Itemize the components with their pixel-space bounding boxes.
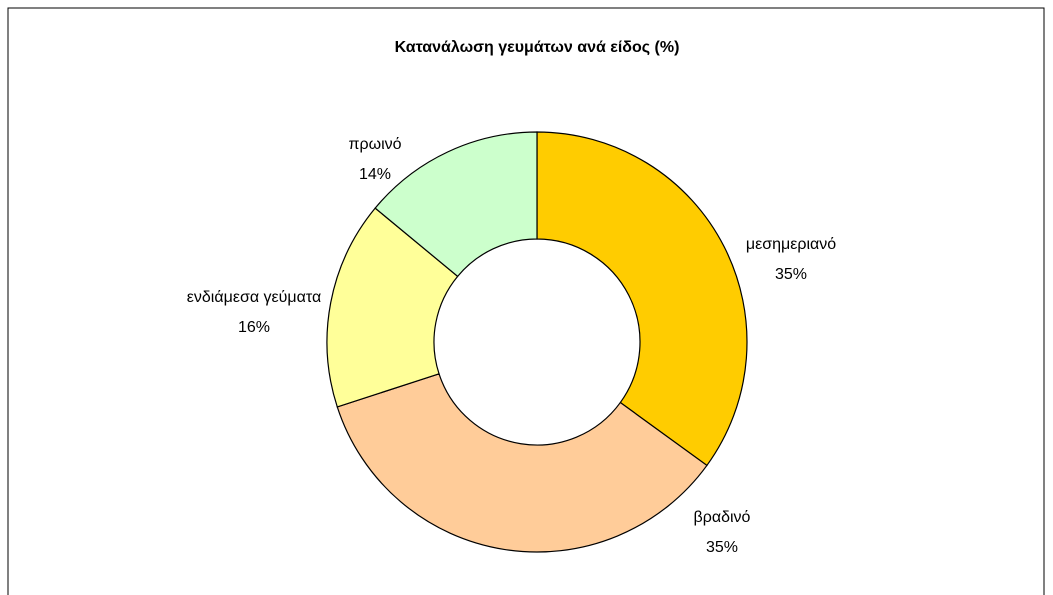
- donut-segment: [336, 373, 708, 553]
- chart-title: Κατανάλωση γευμάτων ανά είδος (%): [395, 39, 680, 56]
- segment-label: ενδιάμεσα γεύματα: [187, 289, 321, 306]
- segment-label: πρωινό: [348, 136, 401, 153]
- segment-value-label: 35%: [775, 266, 807, 283]
- donut-segment: [326, 207, 459, 408]
- segment-label: μεσημεριανό: [746, 236, 836, 253]
- segment-label: βραδινό: [694, 509, 751, 526]
- donut-segment: [374, 131, 538, 278]
- segment-value-label: 14%: [359, 166, 391, 183]
- segment-value-label: 35%: [706, 539, 738, 556]
- donut-segment: [536, 131, 748, 467]
- segment-value-label: 16%: [238, 319, 270, 336]
- chart-frame: [7, 7, 1045, 595]
